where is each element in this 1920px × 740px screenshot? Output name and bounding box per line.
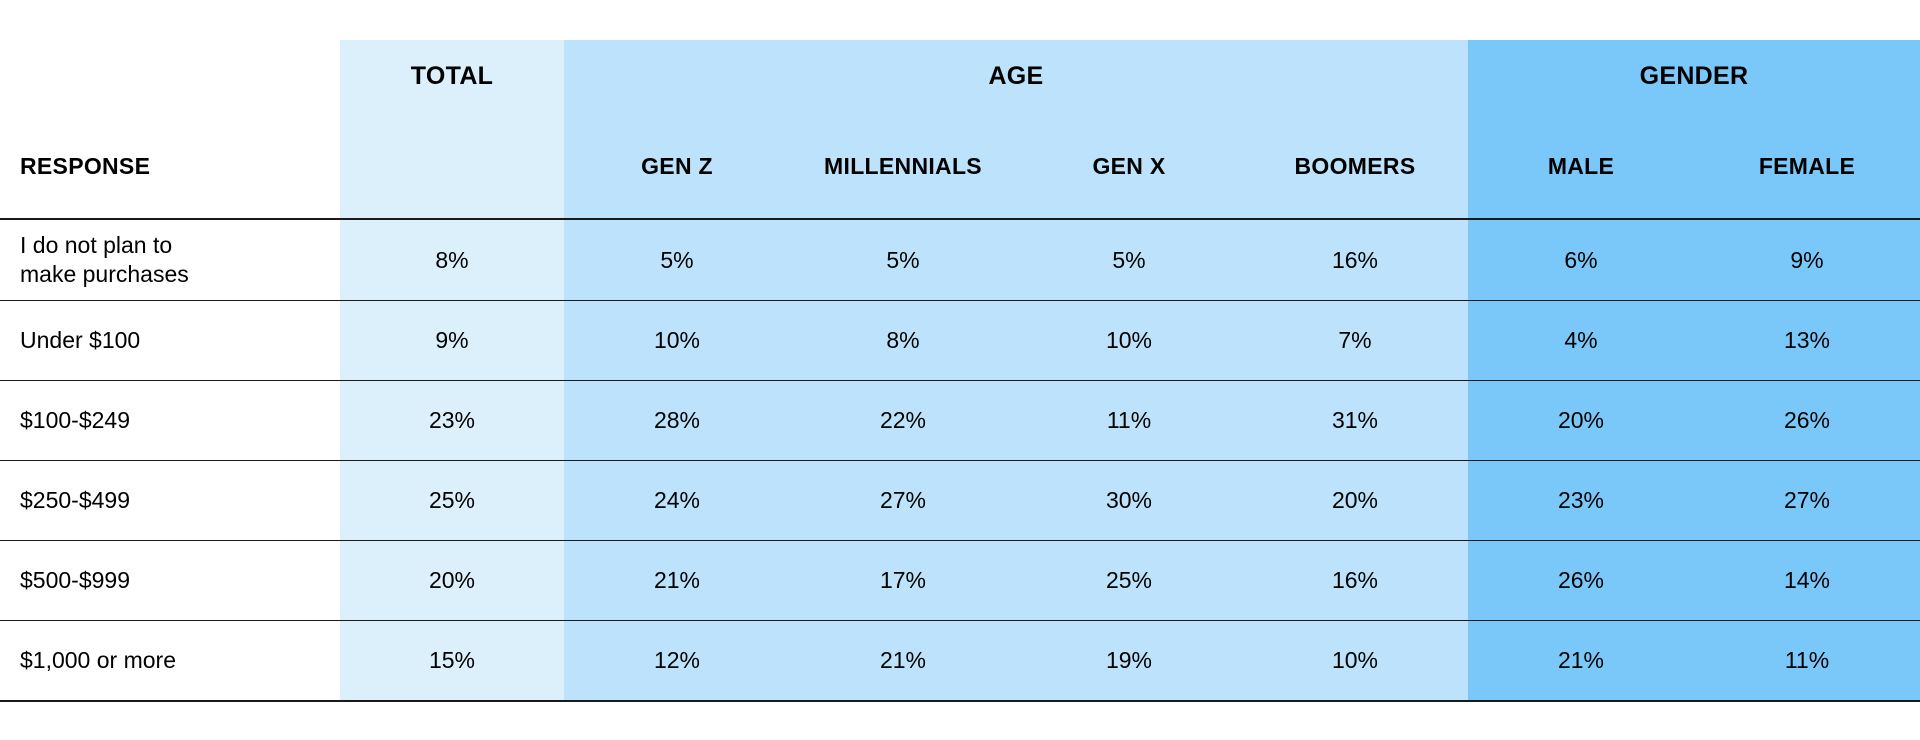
row-divider	[0, 300, 1920, 301]
row-label: $100-$249	[20, 406, 130, 433]
row-label: $1,000 or more	[20, 646, 176, 673]
table-row: I do not plan to make purchases 8% 5% 5% 5% 1…	[0, 220, 1920, 300]
age-band	[564, 40, 1468, 700]
value-cell-male: 6%	[1564, 246, 1598, 273]
value-cell-total: 25%	[428, 486, 476, 513]
value-cell-millennials: 22%	[879, 406, 927, 433]
value-cell-female: 26%	[1783, 406, 1831, 433]
value-cell-male: 20%	[1557, 406, 1605, 433]
column-header-total	[340, 130, 564, 202]
table-bottom-rule	[0, 700, 1920, 702]
value-cell-gen-z: 10%	[653, 326, 701, 353]
table-row: $250-$499 25% 24% 27% 30% 20% 23% 27%	[0, 460, 1920, 540]
table-row: Under $100 9% 10% 8% 10% 7% 4% 13%	[0, 300, 1920, 380]
value-cell-millennials: 21%	[879, 646, 927, 673]
value-cell-boomers: 16%	[1331, 566, 1379, 593]
value-cell-total: 23%	[428, 406, 476, 433]
value-cell-female: 9%	[1790, 246, 1824, 273]
value-cell-gen-x: 10%	[1105, 326, 1153, 353]
value-cell-gen-z: 21%	[653, 566, 701, 593]
column-header-female: FEMALE	[1758, 152, 1856, 179]
table-row: $100-$249 23% 28% 22% 11% 31% 20% 26%	[0, 380, 1920, 460]
value-cell-boomers: 16%	[1331, 246, 1379, 273]
value-cell-female: 14%	[1783, 566, 1831, 593]
row-divider	[0, 380, 1920, 381]
table-row: $500-$999 20% 21% 17% 25% 16% 26% 14%	[0, 540, 1920, 620]
column-header-gen-x: GEN X	[1092, 152, 1166, 179]
row-label: $500-$999	[20, 566, 130, 593]
value-cell-boomers: 10%	[1331, 646, 1379, 673]
value-cell-female: 11%	[1784, 646, 1830, 673]
value-cell-male: 21%	[1557, 646, 1605, 673]
value-cell-millennials: 8%	[886, 326, 920, 353]
header-rule	[0, 218, 1920, 220]
row-label: $250-$499	[20, 486, 130, 513]
value-cell-boomers: 20%	[1331, 486, 1379, 513]
group-header-gender: GENDER	[1639, 61, 1749, 90]
group-header-total: TOTAL	[410, 61, 494, 90]
value-cell-boomers: 31%	[1331, 406, 1379, 433]
column-header-gen-z: GEN Z	[641, 152, 713, 179]
value-cell-gen-z: 12%	[653, 646, 701, 673]
value-cell-gen-z: 24%	[653, 486, 701, 513]
value-cell-gen-x: 25%	[1105, 566, 1153, 593]
value-cell-millennials: 5%	[886, 246, 920, 273]
value-cell-total: 9%	[435, 326, 469, 353]
row-divider	[0, 460, 1920, 461]
table-row: $1,000 or more 15% 12% 21% 19% 10% 21% 11%	[0, 620, 1920, 700]
row-divider	[0, 540, 1920, 541]
value-cell-gen-z: 28%	[653, 406, 701, 433]
value-cell-gen-x: 19%	[1105, 646, 1153, 673]
value-cell-female: 27%	[1783, 486, 1831, 513]
value-cell-gen-x: 11%	[1106, 406, 1152, 433]
value-cell-gen-x: 30%	[1105, 486, 1153, 513]
value-cell-male: 23%	[1557, 486, 1605, 513]
group-header-age: AGE	[988, 61, 1044, 90]
value-cell-female: 13%	[1783, 326, 1831, 353]
value-cell-boomers: 7%	[1338, 326, 1372, 353]
value-cell-millennials: 17%	[879, 566, 927, 593]
total-band	[340, 40, 564, 700]
column-header-boomers: BOOMERS	[1294, 152, 1416, 179]
column-header-millennials: MILLENNIALS	[824, 152, 982, 179]
value-cell-gen-z: 5%	[660, 246, 694, 273]
value-cell-total: 15%	[428, 646, 476, 673]
value-cell-total: 8%	[435, 246, 469, 273]
gender-band	[1468, 40, 1920, 700]
value-cell-millennials: 27%	[879, 486, 927, 513]
value-cell-male: 26%	[1557, 566, 1605, 593]
row-label: Under $100	[20, 326, 141, 353]
column-header-response: RESPONSE	[20, 152, 151, 179]
row-label: I do not plan to make purchases	[20, 232, 189, 287]
column-header-male: MALE	[1547, 152, 1615, 179]
row-divider	[0, 620, 1920, 621]
value-cell-male: 4%	[1564, 326, 1598, 353]
value-cell-gen-x: 5%	[1112, 246, 1146, 273]
value-cell-total: 20%	[428, 566, 476, 593]
